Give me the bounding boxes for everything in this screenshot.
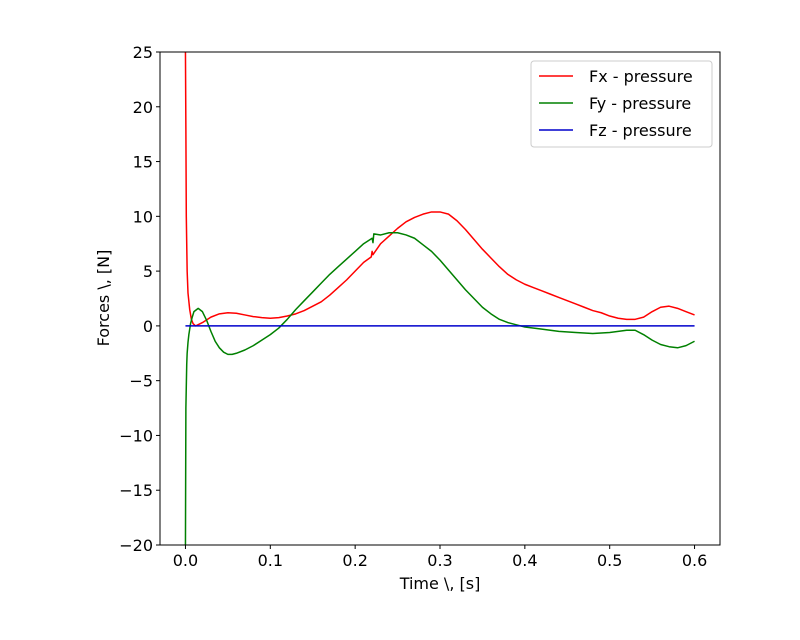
x-tick-label: 0.0 xyxy=(173,551,198,570)
y-tick-label: −10 xyxy=(119,426,153,445)
y-tick-label: 5 xyxy=(143,262,153,281)
legend-box xyxy=(530,60,713,148)
x-tick-label: 0.2 xyxy=(342,551,367,570)
legend: Fx - pressure Fy - pressure Fz - pressure xyxy=(530,60,713,148)
x-tick-label: 0.6 xyxy=(682,551,707,570)
series-layer xyxy=(184,52,695,545)
series-line-2 xyxy=(184,232,695,545)
x-tick-label: 0.3 xyxy=(427,551,452,570)
x-axis-label: Time \, [s] xyxy=(399,574,481,593)
y-axis-ticks: −20 −15 −10 −5 0 5 10 15 20 25 xyxy=(119,43,160,555)
y-tick-label: −15 xyxy=(119,481,153,500)
y-tick-label: 25 xyxy=(133,43,153,62)
y-tick-label: 0 xyxy=(143,317,153,336)
x-tick-label: 0.1 xyxy=(258,551,283,570)
y-tick-label: 10 xyxy=(133,207,153,226)
y-axis-label: Forces \, [N] xyxy=(94,250,113,347)
legend-items: Fx - pressure Fy - pressure Fz - pressure xyxy=(539,67,693,140)
x-axis-ticks: 0.0 0.1 0.2 0.3 0.4 0.5 0.6 xyxy=(173,545,707,570)
series-line-1 xyxy=(184,52,695,327)
y-tick-label: 15 xyxy=(133,153,153,172)
legend-label-3: Fz - pressure xyxy=(589,121,692,140)
y-tick-label: −5 xyxy=(129,372,153,391)
legend-label-2: Fy - pressure xyxy=(589,94,691,113)
x-tick-label: 0.5 xyxy=(597,551,622,570)
y-tick-label: −20 xyxy=(119,536,153,555)
y-tick-label: 20 xyxy=(133,98,153,117)
legend-label-1: Fx - pressure xyxy=(589,67,693,86)
x-tick-label: 0.4 xyxy=(512,551,537,570)
